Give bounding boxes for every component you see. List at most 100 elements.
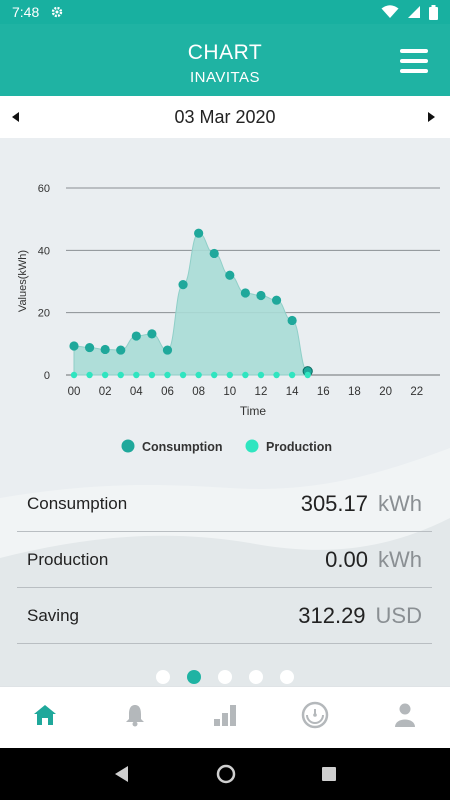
system-navigation-bar [0, 748, 450, 800]
nav-bar-chart-button[interactable] [195, 693, 255, 743]
home-icon [32, 703, 58, 732]
legend-label: Production [266, 440, 332, 454]
consumption-point [178, 280, 188, 290]
x-tick-label: 04 [130, 386, 143, 398]
y-tick-label: 20 [38, 308, 50, 320]
production-point [257, 371, 265, 379]
page-title: CHART [187, 41, 263, 64]
previous-date-button[interactable] [0, 96, 30, 138]
summary-value: 0.00 [325, 546, 368, 572]
production-point [273, 371, 280, 379]
consumption-point [287, 315, 297, 326]
production-point [117, 371, 124, 379]
x-tick-label: 08 [192, 386, 205, 398]
nav-home-button[interactable] [15, 693, 75, 743]
page-indicator [0, 670, 450, 684]
bottom-navigation [0, 686, 450, 748]
production-point [101, 371, 109, 379]
consumption-area [73, 232, 309, 376]
production-point [242, 371, 249, 379]
x-tick-label: 14 [286, 386, 299, 398]
nav-bell-button[interactable] [105, 693, 165, 743]
status-bar: 7:48 [0, 0, 450, 24]
production-point [133, 371, 140, 379]
x-axis-label: Time [240, 404, 267, 418]
consumption-point [256, 290, 266, 301]
x-tick-label: 16 [317, 386, 330, 398]
nav-user-button[interactable] [375, 693, 435, 743]
summary-row: Saving 312.29 USD [17, 588, 432, 644]
page-dot[interactable] [218, 670, 232, 684]
production-point [304, 371, 311, 379]
consumption-point [100, 344, 110, 355]
production-point [179, 371, 187, 379]
production-point [70, 371, 78, 379]
nav-meter-button[interactable] [285, 693, 345, 743]
bell-icon [124, 703, 146, 732]
recents-icon[interactable] [321, 766, 337, 782]
battery-icon [429, 4, 438, 20]
consumption-point [271, 295, 282, 305]
page-subtitle: INAVITAS [189, 69, 261, 86]
next-date-button[interactable] [416, 96, 446, 138]
app-bar: CHART INAVITAS [0, 24, 450, 96]
summary-label: Saving [27, 605, 79, 625]
date-navigator: 03 Mar 2020 [0, 96, 450, 138]
consumption-point [240, 288, 250, 298]
x-tick-label: 18 [348, 386, 361, 398]
wifi-icon [381, 5, 399, 18]
summary-label: Production [27, 549, 109, 569]
consumption-point [225, 270, 235, 280]
x-tick-label: 22 [410, 386, 423, 398]
summary-unit: USD [375, 602, 422, 628]
production-point [226, 371, 233, 379]
y-tick-label: 60 [38, 183, 50, 195]
page-dot[interactable] [249, 670, 263, 684]
background-wave [0, 448, 450, 686]
consumption-point [162, 345, 173, 355]
x-tick-label: 10 [223, 386, 236, 398]
consumption-point [116, 345, 126, 355]
consumption-point [84, 342, 95, 353]
production-point [211, 371, 218, 379]
selected-date: 03 Mar 2020 [174, 106, 276, 127]
consumption-point [209, 248, 219, 259]
consumption-point [194, 228, 204, 238]
meter-icon [301, 701, 329, 734]
summary-value: 312.29 [298, 602, 366, 628]
consumption-point [147, 329, 157, 339]
summary-label: Consumption [27, 493, 128, 513]
summary-unit: kWh [378, 490, 422, 516]
status-time: 7:48 [12, 4, 40, 20]
summary-unit: kWh [378, 546, 422, 572]
bar-chart-icon [212, 703, 238, 732]
consumption-point [131, 331, 141, 341]
x-tick-label: 02 [99, 386, 112, 398]
y-tick-label: 40 [38, 245, 50, 257]
legend-marker [121, 439, 135, 453]
production-point [148, 371, 156, 379]
production-point [195, 371, 202, 379]
x-tick-label: 12 [255, 386, 268, 398]
page-dot[interactable] [280, 670, 294, 684]
page-dot[interactable] [156, 670, 170, 684]
home-circle-icon[interactable] [216, 764, 236, 784]
back-icon[interactable] [113, 765, 131, 783]
summary-row: Production 0.00 kWh [17, 532, 432, 588]
energy-chart: 0 20 40 60 00 02 04 06 08 10 12 14 16 18 20 22 Time Value… [17, 183, 440, 454]
legend-label: Consumption [142, 440, 223, 454]
page-dot[interactable] [187, 670, 201, 684]
summary-value: 305.17 [300, 490, 368, 516]
production-point [288, 371, 296, 379]
signal-icon [408, 6, 420, 18]
consumption-point [69, 341, 79, 351]
y-tick-label: 0 [44, 370, 50, 382]
chevron-left-icon [11, 112, 19, 122]
summary-list: Consumption 305.17 kWh Production 0.00 kWh Sav… [17, 476, 432, 644]
x-tick-label: 06 [161, 386, 174, 398]
x-tick-label: 20 [379, 386, 392, 398]
menu-icon[interactable] [400, 49, 428, 73]
y-axis-label: Values(kWh) [17, 250, 29, 312]
user-icon [394, 702, 416, 733]
settings-gear-icon [52, 6, 63, 18]
